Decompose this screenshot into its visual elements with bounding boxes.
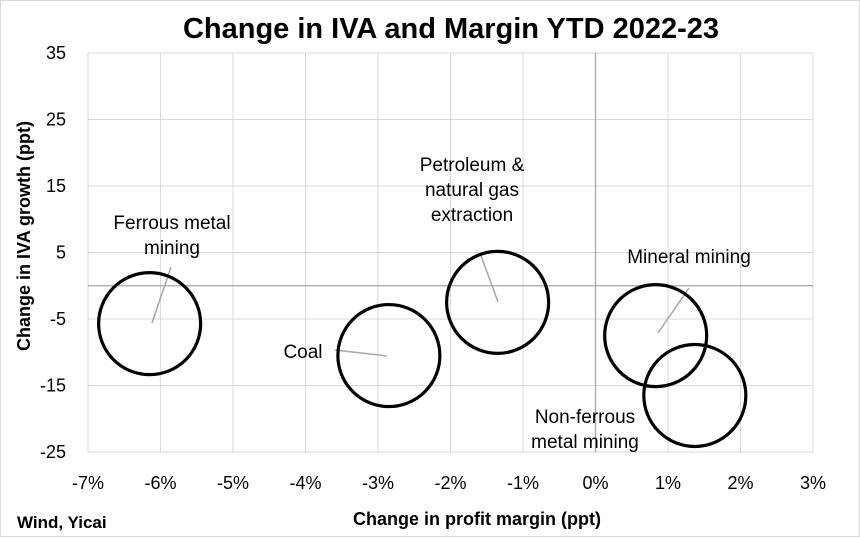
data-point xyxy=(445,249,551,355)
x-tick-label: -2% xyxy=(434,473,466,493)
y-axis-title: Change in IVA growth (ppt) xyxy=(14,121,34,351)
x-axis-title: Change in profit margin (ppt) xyxy=(353,509,601,529)
x-tick-label: -6% xyxy=(144,473,176,493)
data-label: Petroleum & natural gas extraction xyxy=(420,155,525,226)
data-points xyxy=(97,249,748,449)
source-note: Wind, Yicai xyxy=(17,513,107,532)
data-point xyxy=(336,302,442,409)
data-label: Mineral mining xyxy=(627,247,751,268)
chart-title: Change in IVA and Margin YTD 2022-23 xyxy=(183,13,719,45)
data-point xyxy=(97,271,203,377)
data-labels: Ferrous metal mining Coal Petroleum & natura… xyxy=(113,155,750,453)
data-point xyxy=(642,342,748,449)
x-tick-label: -3% xyxy=(362,473,394,493)
x-tick-label: 3% xyxy=(800,473,826,493)
leader-line xyxy=(334,349,388,357)
tick-labels: -7% -6% -5% -4% -3% -2% -1% 0% 1% 2% 3% 35 25 15 5 -5 -1… xyxy=(40,43,826,493)
data-label: Non-ferrous metal mining xyxy=(531,407,639,453)
x-tick-label: 0% xyxy=(582,473,608,493)
gridlines xyxy=(87,52,814,453)
leader-lines xyxy=(151,252,690,357)
y-tick-label: 35 xyxy=(46,43,66,63)
data-label: Coal xyxy=(283,342,322,363)
x-tick-label: -7% xyxy=(72,473,104,493)
y-tick-label: -15 xyxy=(40,376,66,396)
y-tick-label: 5 xyxy=(56,243,66,263)
x-tick-label: -4% xyxy=(289,473,321,493)
x-tick-label: 1% xyxy=(655,473,681,493)
leader-line xyxy=(657,287,690,334)
y-tick-label: 25 xyxy=(46,110,66,130)
data-label: Ferrous metal mining xyxy=(113,213,230,259)
x-tick-label: -5% xyxy=(217,473,249,493)
data-point xyxy=(603,283,709,389)
leader-line xyxy=(479,252,499,303)
x-tick-label: 2% xyxy=(727,473,753,493)
y-tick-label: 15 xyxy=(46,176,66,196)
y-tick-label: -5 xyxy=(50,309,66,329)
y-tick-label: -25 xyxy=(40,442,66,462)
x-tick-label: -1% xyxy=(507,473,539,493)
